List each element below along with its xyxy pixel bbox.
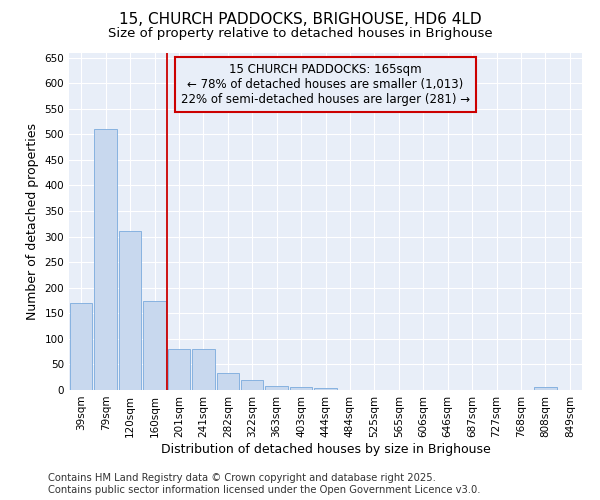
Bar — [94, 129, 117, 390]
Text: Size of property relative to detached houses in Brighouse: Size of property relative to detached ho… — [107, 28, 493, 40]
X-axis label: Distribution of detached houses by size in Brighouse: Distribution of detached houses by size … — [161, 442, 490, 456]
Bar — [534, 388, 557, 390]
Text: 15, CHURCH PADDOCKS, BRIGHOUSE, HD6 4LD: 15, CHURCH PADDOCKS, BRIGHOUSE, HD6 4LD — [119, 12, 481, 28]
Bar — [217, 373, 239, 390]
Bar — [143, 300, 166, 390]
Text: Contains HM Land Registry data © Crown copyright and database right 2025.
Contai: Contains HM Land Registry data © Crown c… — [48, 474, 481, 495]
Y-axis label: Number of detached properties: Number of detached properties — [26, 122, 39, 320]
Bar — [290, 388, 313, 390]
Bar — [265, 386, 288, 390]
Bar — [192, 349, 215, 390]
Bar — [70, 303, 92, 390]
Bar — [241, 380, 263, 390]
Bar — [314, 388, 337, 390]
Text: 15 CHURCH PADDOCKS: 165sqm
← 78% of detached houses are smaller (1,013)
22% of s: 15 CHURCH PADDOCKS: 165sqm ← 78% of deta… — [181, 62, 470, 106]
Bar — [119, 232, 142, 390]
Bar — [167, 349, 190, 390]
